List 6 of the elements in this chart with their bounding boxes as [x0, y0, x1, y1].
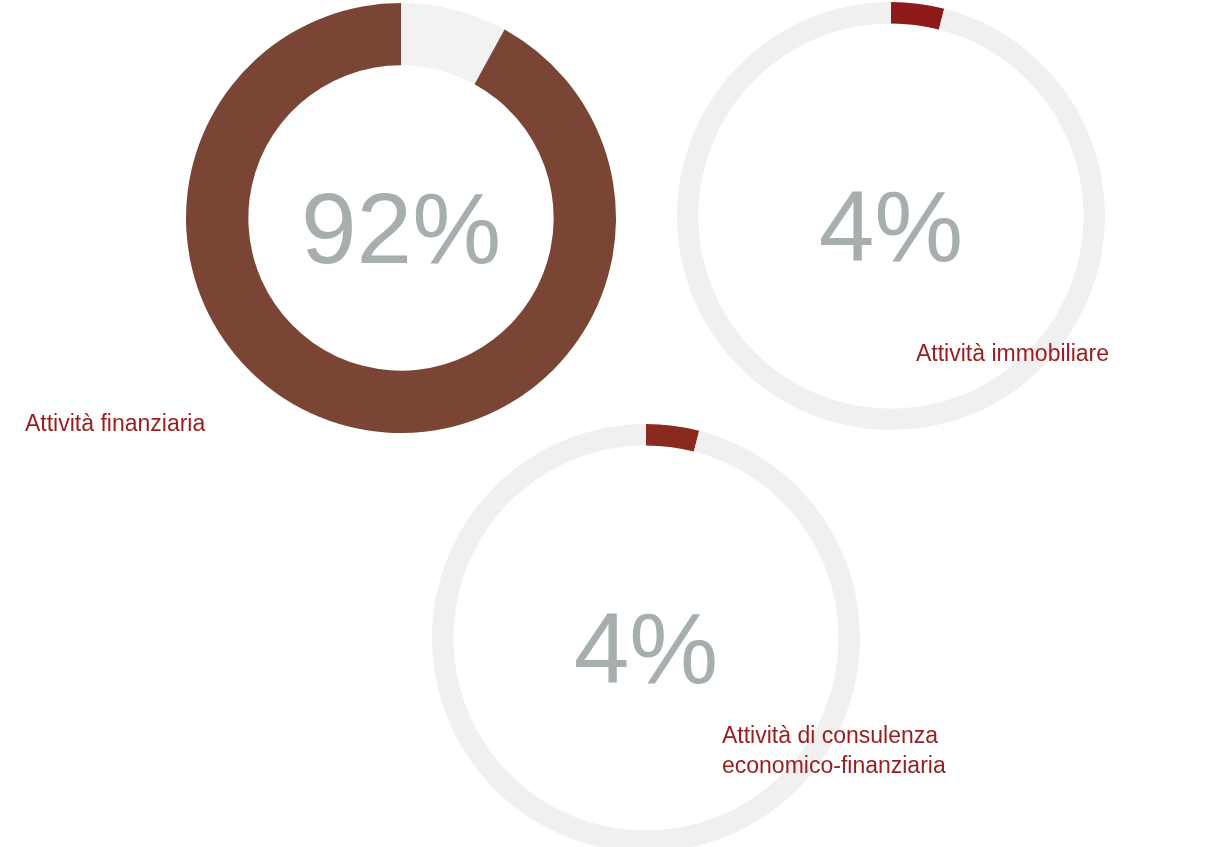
text: Attività finanziaria [25, 409, 207, 438]
text: 4% [572, 592, 720, 704]
text: Attività immobiliare [916, 339, 1110, 368]
text: 92% [299, 172, 503, 284]
text: Attività di consulenza economico-finanziaria [722, 721, 947, 780]
text: 4% [817, 170, 965, 282]
